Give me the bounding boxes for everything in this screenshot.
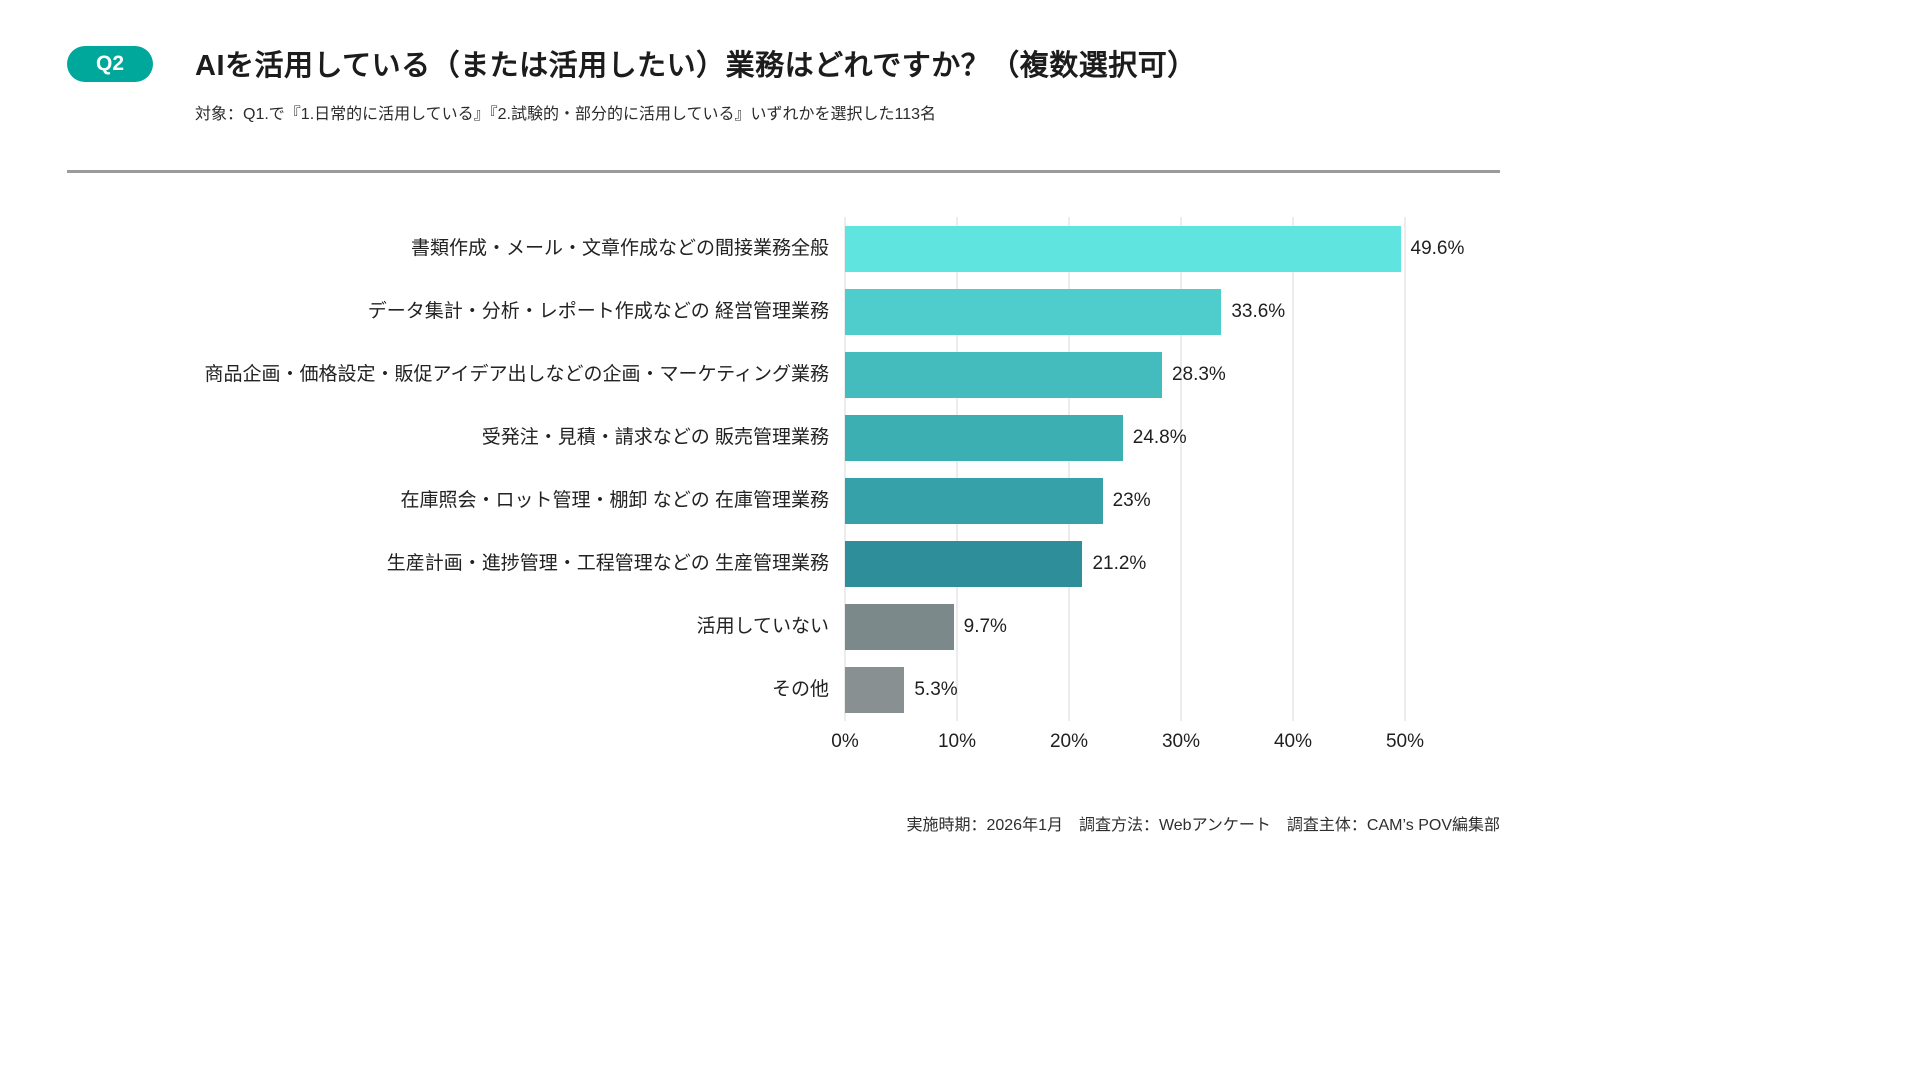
bar-row: 生産計画・進捗管理・工程管理などの 生産管理業務 21.2%: [67, 532, 1500, 595]
gridline: [1068, 217, 1070, 721]
x-tick-label: 40%: [1273, 731, 1313, 752]
bar-row: 書類作成・メール・文章作成などの間接業務全般 49.6%: [67, 217, 1500, 280]
bar-row: 在庫照会・ロット管理・棚卸 などの 在庫管理業務 23%: [67, 469, 1500, 532]
page-subtitle: 対象：Q1.で『1.日常的に活用している』『2.試験的・部分的に活用している』い…: [195, 106, 937, 123]
question-badge: Q2: [67, 46, 153, 82]
bar: [845, 540, 1083, 587]
bar: [845, 225, 1401, 272]
bar-track: 33.6%: [845, 280, 1405, 343]
divider: [67, 170, 1500, 173]
bar-row: その他 5.3%: [67, 658, 1500, 721]
chart-body: 書類作成・メール・文章作成などの間接業務全般 49.6% データ集計・分析・レポート…: [67, 217, 1500, 721]
bar: [845, 477, 1103, 524]
bar-row: 活用していない 9.7%: [67, 595, 1500, 658]
gridline: [1404, 217, 1406, 721]
bar-row: 商品企画・価格設定・販促アイデア出しなどの企画・マーケティング業務 28.3%: [67, 343, 1500, 406]
survey-footnote: 実施時期：2026年1月 調査方法：Webアンケート 調査主体：CAM’s PO…: [906, 817, 1500, 834]
bar-track: 9.7%: [845, 595, 1405, 658]
gridlines: [844, 217, 1406, 721]
bar: [845, 666, 905, 713]
x-tick-label: 50%: [1385, 731, 1425, 752]
value-label: 24.8%: [1132, 426, 1187, 448]
bar-track: 24.8%: [845, 406, 1405, 469]
bar: [845, 603, 954, 650]
value-label: 49.6%: [1410, 237, 1465, 259]
category-label: 書類作成・メール・文章作成などの間接業務全般: [410, 237, 829, 259]
category-label: 受発注・見積・請求などの 販売管理業務: [481, 426, 829, 448]
x-tick-label: 20%: [1049, 731, 1089, 752]
bar-track: 28.3%: [845, 343, 1405, 406]
x-tick-label: 10%: [937, 731, 977, 752]
gridline: [956, 217, 958, 721]
category-label: 生産計画・進捗管理・工程管理などの 生産管理業務: [386, 552, 829, 574]
page-title: AIを活用している（または活用したい）業務はどれですか？（複数選択可）: [195, 50, 1197, 82]
value-label: 21.2%: [1092, 552, 1147, 574]
category-label: 商品企画・価格設定・販促アイデア出しなどの企画・マーケティング業務: [204, 363, 829, 385]
gridline: [1292, 217, 1294, 721]
category-label: データ集計・分析・レポート作成などの 経営管理業務: [367, 300, 829, 322]
value-label: 23%: [1112, 489, 1151, 511]
gridline: [1180, 217, 1182, 721]
bar-row: 受発注・見積・請求などの 販売管理業務 24.8%: [67, 406, 1500, 469]
value-label: 28.3%: [1171, 363, 1226, 385]
bar-rows: 書類作成・メール・文章作成などの間接業務全般 49.6% データ集計・分析・レポート…: [67, 217, 1500, 721]
category-label: 活用していない: [696, 615, 829, 637]
gridline: [844, 217, 846, 721]
value-label: 5.3%: [914, 678, 958, 700]
page: Q2 AIを活用している（または活用したい）業務はどれですか？（複数選択可） 対…: [67, 0, 1500, 835]
category-label: 在庫照会・ロット管理・棚卸 などの 在庫管理業務: [400, 489, 829, 511]
bar-track: 23%: [845, 469, 1405, 532]
category-label: その他: [771, 678, 829, 700]
bar-track: 49.6%: [845, 217, 1464, 280]
bar-row: データ集計・分析・レポート作成などの 経営管理業務 33.6%: [67, 280, 1500, 343]
value-label: 9.7%: [963, 615, 1007, 637]
value-label: 33.6%: [1231, 300, 1286, 322]
x-axis: 0% 10% 20% 30% 40% 50%: [831, 721, 1424, 763]
x-tick-label: 30%: [1161, 731, 1201, 752]
x-tick-label: 0%: [831, 731, 859, 752]
bar-track: 21.2%: [845, 532, 1405, 595]
title-block: AIを活用している（または活用したい）業務はどれですか？（複数選択可） 対象：Q…: [195, 42, 1197, 124]
bar: [845, 414, 1123, 461]
bar-chart: 書類作成・メール・文章作成などの間接業務全般 49.6% データ集計・分析・レポート…: [67, 217, 1500, 763]
bar: [845, 288, 1222, 335]
question-header: Q2 AIを活用している（または活用したい）業務はどれですか？（複数選択可） 対…: [67, 42, 1500, 124]
bar: [845, 351, 1162, 398]
bar-track: 5.3%: [845, 658, 1405, 721]
